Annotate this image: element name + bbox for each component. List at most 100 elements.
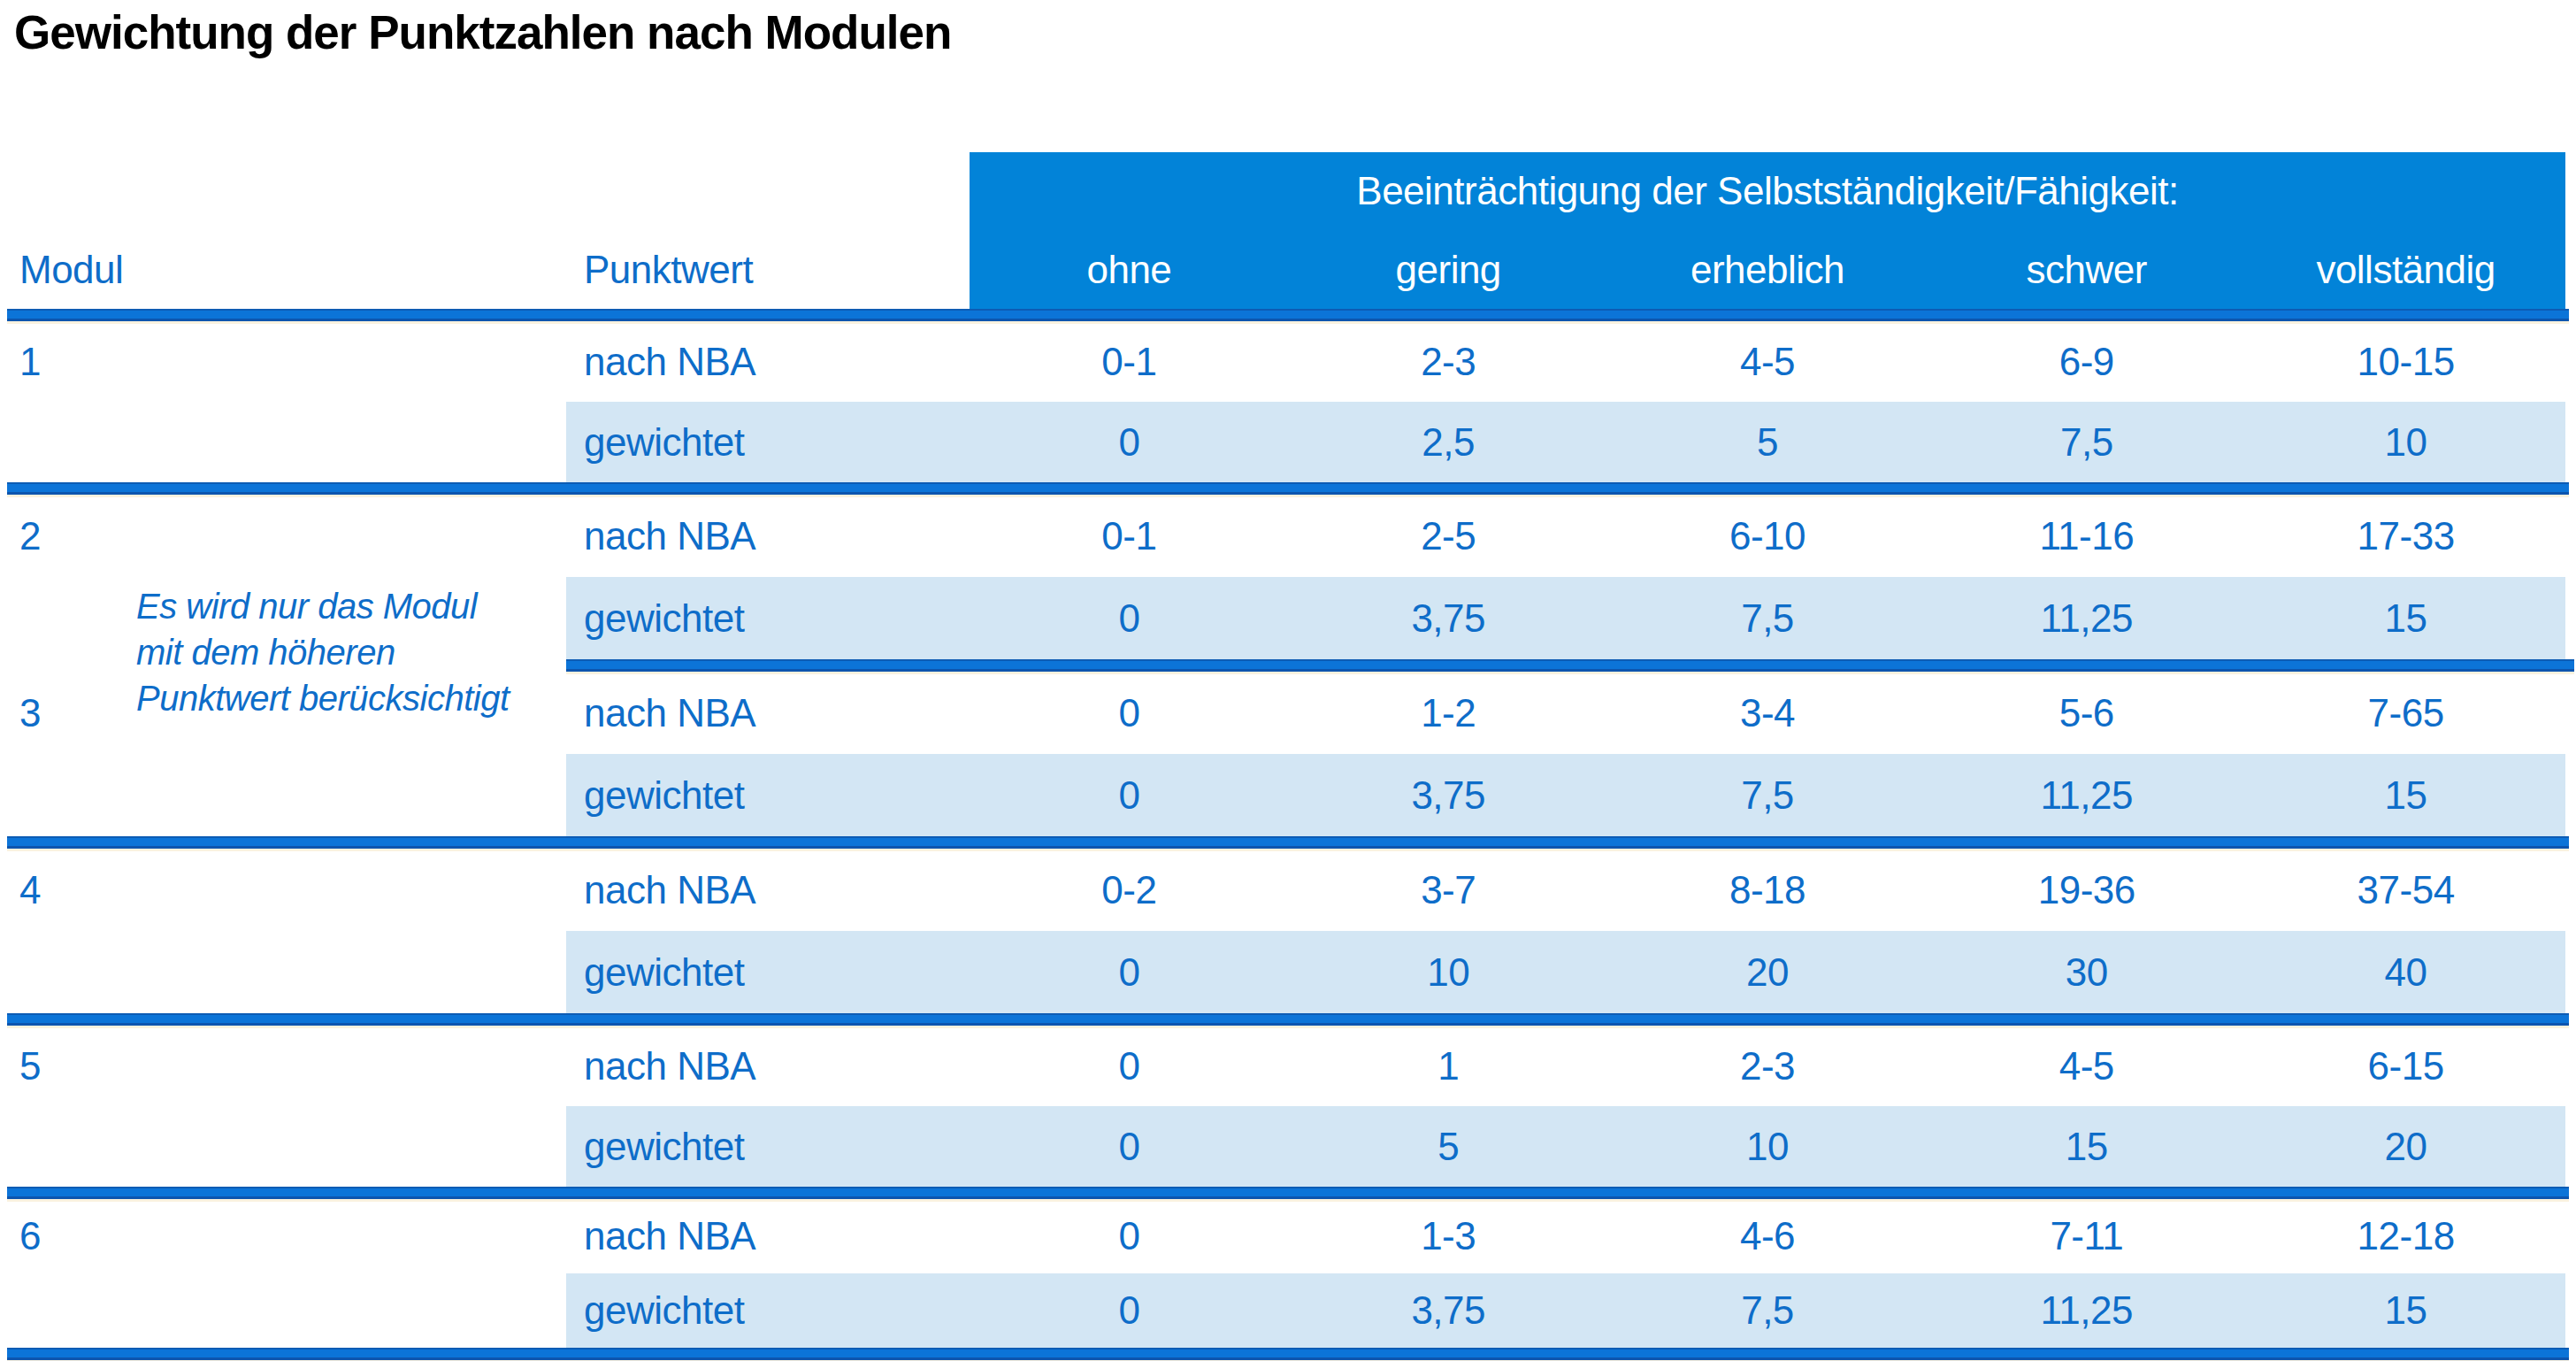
value-cell: 6-9	[1927, 321, 2246, 402]
value-cell: 0	[970, 931, 1289, 1013]
value-cell: 0	[970, 754, 1289, 836]
separator-bottom	[7, 1348, 2569, 1360]
module-group-6: 6 nach NBA 0 1-3 4-6 7-11 12-18 gewichte…	[16, 1199, 2565, 1348]
module-4-weighted-row: gewichtet 0 10 20 30 40	[16, 931, 2565, 1013]
severity-level-row: ohne gering erheblich schwer vollständig	[970, 230, 2565, 309]
module-note: Es wird nur das Modul mit dem höheren Pu…	[136, 583, 510, 721]
col-header-modul: Modul	[19, 230, 123, 309]
module-5-weighted-row: gewichtet 0 5 10 15 20	[16, 1106, 2565, 1187]
separator-header	[7, 309, 2569, 321]
value-cell: 3,75	[1289, 1273, 1608, 1348]
value-cell: 3,75	[1289, 577, 1608, 659]
value-cell: 0-1	[970, 495, 1289, 577]
value-cell: 7-11	[1927, 1199, 2246, 1273]
module-group-4: 4 nach NBA 0-2 3-7 8-18 19-36 37-54 gewi…	[16, 849, 2565, 1013]
value-cell: 7,5	[1608, 1273, 1928, 1348]
row-label-gewichtet: gewichtet	[566, 931, 970, 1013]
row-label-nach-nba: nach NBA	[566, 321, 970, 402]
value-cell: 5-6	[1927, 672, 2246, 754]
value-cell: 5	[1608, 402, 1928, 482]
severity-span-header: Beeinträchtigung der Selbstständigkeit/F…	[970, 152, 2565, 230]
value-cell: 10-15	[2246, 321, 2565, 402]
module-group-5: 5 nach NBA 0 1 2-3 4-5 6-15 gewichtet 0 …	[16, 1026, 2565, 1187]
separator-2-3	[566, 659, 2574, 672]
col-header-punktwert: Punktwert	[584, 230, 753, 309]
value-cell: 0-1	[970, 321, 1289, 402]
module-number: 4	[16, 849, 566, 931]
value-cell: 0-2	[970, 849, 1289, 931]
value-cell: 20	[2246, 1106, 2565, 1187]
value-cell: 0	[970, 1026, 1289, 1106]
value-cell: 10	[2246, 402, 2565, 482]
value-cell: 2-3	[1608, 1026, 1928, 1106]
value-cell: 6-10	[1608, 495, 1928, 577]
row-label-nach-nba: nach NBA	[566, 849, 970, 931]
separator-3-4	[7, 836, 2569, 849]
value-cell: 17-33	[2246, 495, 2565, 577]
separator-4-5	[7, 1013, 2569, 1026]
value-cell: 15	[1927, 1106, 2246, 1187]
severity-label-gering: gering	[1289, 230, 1608, 309]
module-number: 5	[16, 1026, 566, 1106]
value-cell: 3-7	[1289, 849, 1608, 931]
value-cell: 0	[970, 672, 1289, 754]
value-cell: 11-16	[1927, 495, 2246, 577]
value-cell: 10	[1289, 931, 1608, 1013]
value-cell: 2-5	[1289, 495, 1608, 577]
value-cell: 0	[970, 402, 1289, 482]
module-5-nba-row: 5 nach NBA 0 1 2-3 4-5 6-15	[16, 1026, 2565, 1106]
severity-label-erheblich: erheblich	[1608, 230, 1928, 309]
row-label-nach-nba: nach NBA	[566, 495, 970, 577]
value-cell: 2,5	[1289, 402, 1608, 482]
value-cell: 11,25	[1927, 754, 2246, 836]
value-cell: 37-54	[2246, 849, 2565, 931]
value-cell: 3,75	[1289, 754, 1608, 836]
value-cell: 7,5	[1608, 754, 1928, 836]
value-cell: 8-18	[1608, 849, 1928, 931]
module-6-weighted-row: gewichtet 0 3,75 7,5 11,25 15	[16, 1273, 2565, 1348]
module-group-1: 1 nach NBA 0-1 2-3 4-5 6-9 10-15 gewicht…	[16, 321, 2565, 482]
value-cell: 15	[2246, 577, 2565, 659]
separator-1-2	[7, 482, 2569, 495]
row-label-gewichtet: gewichtet	[566, 1106, 970, 1187]
module-number: 1	[16, 321, 566, 402]
value-cell: 12-18	[2246, 1199, 2565, 1273]
value-cell: 7,5	[1608, 577, 1928, 659]
value-cell: 0	[970, 1199, 1289, 1273]
value-cell: 4-6	[1608, 1199, 1928, 1273]
row-label-nach-nba: nach NBA	[566, 672, 970, 754]
severity-label-ohne: ohne	[970, 230, 1289, 309]
module-2-nba-row: 2 nach NBA 0-1 2-5 6-10 11-16 17-33	[16, 495, 2565, 577]
value-cell: 0	[970, 577, 1289, 659]
value-cell: 7-65	[2246, 672, 2565, 754]
value-cell: 7,5	[1927, 402, 2246, 482]
value-cell: 1-3	[1289, 1199, 1608, 1273]
module-number: 2	[16, 495, 566, 577]
value-cell: 3-4	[1608, 672, 1928, 754]
table-header: Modul Punktwert Beeinträchtigung der Sel…	[16, 152, 2565, 309]
value-cell: 11,25	[1927, 577, 2246, 659]
row-label-gewichtet: gewichtet	[566, 754, 970, 836]
module-6-nba-row: 6 nach NBA 0 1-3 4-6 7-11 12-18	[16, 1199, 2565, 1273]
value-cell: 11,25	[1927, 1273, 2246, 1348]
value-cell: 4-5	[1927, 1026, 2246, 1106]
value-cell: 40	[2246, 931, 2565, 1013]
value-cell: 0	[970, 1106, 1289, 1187]
row-label-gewichtet: gewichtet	[566, 577, 970, 659]
row-label-nach-nba: nach NBA	[566, 1026, 970, 1106]
value-cell: 19-36	[1927, 849, 2246, 931]
row-label-nach-nba: nach NBA	[566, 1199, 970, 1273]
value-cell: 20	[1608, 931, 1928, 1013]
value-cell: 2-3	[1289, 321, 1608, 402]
separator-5-6	[7, 1187, 2569, 1199]
value-cell: 10	[1608, 1106, 1928, 1187]
value-cell: 6-15	[2246, 1026, 2565, 1106]
module-1-weighted-row: gewichtet 0 2,5 5 7,5 10	[16, 402, 2565, 482]
severity-label-schwer: schwer	[1927, 230, 2246, 309]
page-title: Gewichtung der Punktzahlen nach Modulen	[14, 5, 951, 59]
severity-label-vollstaendig: vollständig	[2246, 230, 2565, 309]
value-cell: 15	[2246, 754, 2565, 836]
module-number: 6	[16, 1199, 566, 1273]
weighting-table: Modul Punktwert Beeinträchtigung der Sel…	[16, 152, 2565, 1360]
value-cell: 0	[970, 1273, 1289, 1348]
